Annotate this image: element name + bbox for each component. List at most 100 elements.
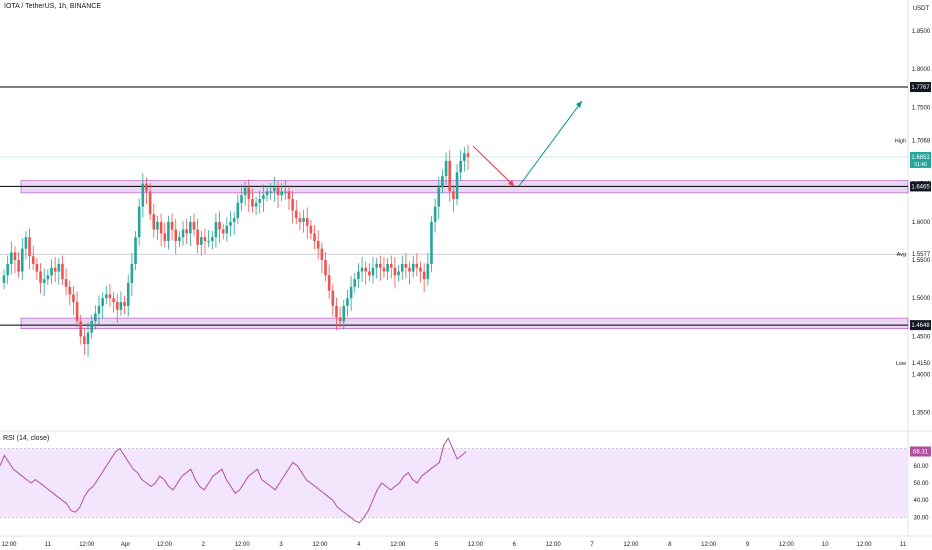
red-arrow-head <box>508 180 514 186</box>
candle-body <box>152 214 156 230</box>
last-price-label: 1.6851 <box>911 155 930 161</box>
candle-body <box>265 191 269 196</box>
candle-body <box>214 221 218 238</box>
candle-body <box>305 218 309 226</box>
candle-body <box>324 260 327 276</box>
chart-title: IOTA / TetherUS, 1h, BINANCE <box>4 3 101 10</box>
candle-body <box>163 233 167 241</box>
price-line-value: 1.4150 <box>912 361 931 367</box>
price-line-name: High <box>895 138 906 144</box>
rsi-band <box>0 448 908 518</box>
candle-body <box>145 183 148 192</box>
x-tick-label: 2 <box>202 542 206 548</box>
x-tick-label: 12:00 <box>157 542 173 548</box>
candle-body <box>280 191 283 196</box>
price-badge <box>910 82 931 93</box>
candle-body <box>94 313 97 322</box>
x-tick-label: 9 <box>746 542 750 548</box>
candle-body <box>408 267 411 272</box>
candle-body <box>444 160 448 177</box>
y-tick-label: 1.6000 <box>912 220 931 226</box>
candle-body <box>291 199 294 211</box>
candle-body <box>75 302 79 322</box>
x-tick-label: 11 <box>45 542 52 548</box>
candle-body <box>433 206 437 222</box>
candle-body <box>254 202 258 207</box>
candle-body <box>207 240 210 242</box>
candle-body <box>57 263 61 272</box>
y-tick-label: 1.8500 <box>912 29 931 35</box>
price-line-name: Low <box>896 361 906 367</box>
red-arrow-line <box>472 145 515 187</box>
candle-body <box>404 263 408 268</box>
currency-label: USDT <box>913 6 930 12</box>
x-tick-label: 10 <box>822 542 829 548</box>
y-tick-label: 1.4500 <box>912 334 931 340</box>
candle-body <box>415 263 419 268</box>
candle-body <box>181 229 185 238</box>
candle-body <box>13 252 17 261</box>
candle-body <box>192 221 196 230</box>
candle-body <box>167 221 170 241</box>
y-tick-label: 1.3500 <box>912 411 931 417</box>
candle-body <box>269 191 273 193</box>
candle-body <box>452 191 455 200</box>
green-arrow-head <box>576 101 582 108</box>
candle-body <box>86 332 90 345</box>
rsi-last-label: 68.31 <box>913 450 929 456</box>
candle-body <box>83 336 86 345</box>
candle-body <box>53 267 57 272</box>
rsi-last-badge <box>910 446 931 457</box>
candle-body <box>349 286 353 299</box>
candle-body <box>368 271 371 276</box>
candle-body <box>247 187 251 200</box>
candle-body <box>426 263 430 280</box>
candle-body <box>276 187 280 196</box>
x-tick-label: Apr <box>121 542 130 548</box>
candle-body <box>137 206 141 238</box>
candle-body <box>24 237 28 249</box>
candle-body <box>28 237 31 257</box>
rsi-tick-label: 50.00 <box>913 481 929 487</box>
candle-body <box>126 282 130 306</box>
candle-body <box>262 195 265 200</box>
price-line-name: Avg <box>897 252 906 258</box>
candle-body <box>174 229 178 241</box>
rsi-line <box>0 437 467 524</box>
candle-body <box>258 199 262 203</box>
candle-body <box>419 267 422 272</box>
candle-body <box>327 275 331 291</box>
candle-body <box>455 172 459 200</box>
candle-body <box>379 263 382 268</box>
candle-body <box>400 263 404 272</box>
candle-body <box>320 248 324 261</box>
candle-body <box>284 191 287 193</box>
candle-body <box>210 237 214 241</box>
candle-body <box>64 279 68 287</box>
x-tick-label: 12:00 <box>779 542 795 548</box>
candle-body <box>309 225 313 234</box>
x-tick-label: 11 <box>900 542 907 548</box>
candle-body <box>273 187 276 192</box>
candle-body <box>353 279 357 287</box>
candle-body <box>6 263 9 276</box>
price-badge-label: 1.7767 <box>911 85 930 91</box>
rsi-title: RSI (14, close) <box>3 435 50 442</box>
candle-body <box>240 195 243 203</box>
candle-body <box>422 271 426 280</box>
candle-body <box>42 279 46 283</box>
candle-body <box>10 252 13 264</box>
candle-body <box>251 199 254 207</box>
candle-body <box>232 218 236 222</box>
candle-body <box>448 160 452 192</box>
y-tick-label: 1.5000 <box>912 296 931 302</box>
candle-body <box>360 267 364 272</box>
x-tick-label: 6 <box>513 542 517 548</box>
candle-body <box>389 263 393 268</box>
candle-body <box>437 187 441 207</box>
x-tick-label: 12:00 <box>623 542 639 548</box>
candle-body <box>229 221 232 226</box>
green-arrow-line <box>518 100 583 187</box>
candle-body <box>346 298 349 306</box>
